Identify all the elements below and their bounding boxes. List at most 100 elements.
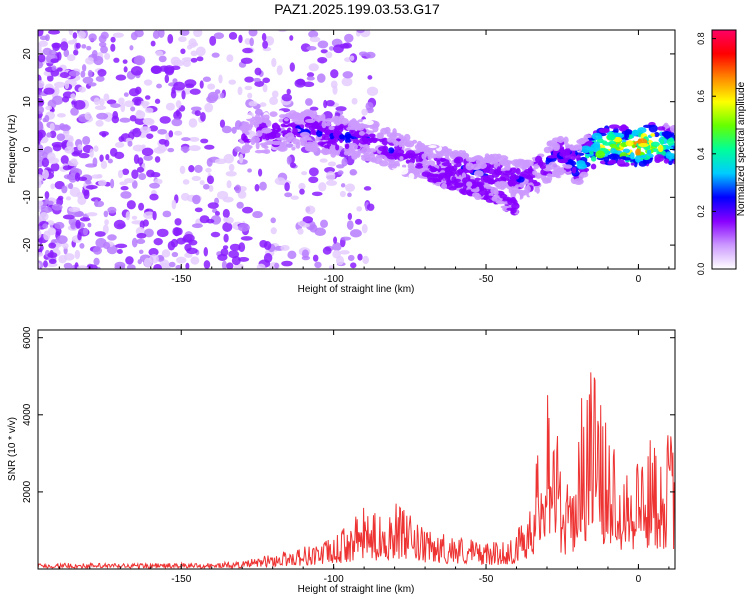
heatmap-noise-blob (289, 35, 294, 41)
heatmap-noise-blob (50, 58, 59, 64)
heatmap-ridge-blob (321, 116, 326, 122)
heatmap-noise-blob (117, 169, 124, 179)
heatmap-ridge-blob (530, 192, 537, 197)
heatmap-noise-blob (77, 231, 82, 241)
heatmap-noise-blob (157, 30, 165, 38)
heatmap-ridge-blob (574, 152, 585, 156)
heatmap-noise-blob (188, 136, 200, 142)
heatmap-ridge-blob (522, 163, 528, 170)
heatmap-noise-blob (63, 49, 70, 58)
heatmap-noise-blob (175, 100, 182, 109)
heatmap-ridge-blob (595, 150, 605, 159)
heatmap-ridge-blob (624, 131, 630, 139)
heatmap-noise-blob (172, 78, 178, 84)
heatmap-noise-blob (56, 113, 66, 118)
heatmap-noise-blob (68, 206, 81, 213)
heatmap-ridge-blob (654, 154, 665, 162)
heatmap-noise-blob (64, 80, 70, 90)
heatmap-noise-blob (56, 67, 63, 72)
heatmap-branch-blob (471, 192, 480, 198)
heatmap-noise-blob (170, 56, 181, 66)
heatmap-noise-blob (302, 216, 314, 224)
heatmap-noise-blob (146, 133, 154, 139)
heatmap-ridge-blob (573, 178, 584, 185)
heatmap-noise-blob (143, 257, 153, 268)
heatmap-ridge-blob (564, 143, 571, 149)
heatmap-noise-blob (59, 124, 71, 132)
heatmap-noise-blob (190, 50, 198, 57)
heatmap-noise-blob (41, 157, 50, 168)
heatmap-noise-blob (133, 55, 146, 66)
heatmap-ridge-blob (546, 155, 558, 159)
heatmap-noise-blob (155, 50, 164, 57)
heatmap-noise-blob (366, 86, 379, 96)
heatmap-noise-blob (229, 243, 241, 252)
heatmap-noise-blob (128, 88, 140, 97)
snr-y-axis-label: SNR (10 * v/v) (7, 417, 18, 481)
heatmap-noise-blob (221, 260, 227, 269)
heatmap-noise-blob (226, 54, 234, 63)
heatmap-ridge-blob (521, 191, 527, 196)
heatmap-ridge-blob (277, 145, 288, 152)
heatmap-noise-blob (175, 264, 183, 269)
heatmap-noise-blob (164, 74, 170, 84)
heatmap-ridge-blob (376, 132, 384, 140)
heatmap-ridge-blob (421, 153, 427, 160)
heatmap-ridge-blob (593, 141, 601, 149)
snr-x-tick-label: -100 (324, 574, 344, 585)
heatmap-noise-blob (316, 73, 326, 83)
heatmap-ridge-blob (625, 140, 634, 147)
heatmap-noise-blob (138, 172, 147, 181)
heatmap-noise-blob (240, 57, 253, 64)
heatmap-noise-blob (349, 229, 362, 238)
heatmap-noise-blob (228, 31, 238, 40)
heatmap-noise-blob (76, 192, 84, 199)
heatmap-noise-blob (132, 127, 142, 138)
heatmap-ridge-blob (552, 137, 562, 143)
colorbar-tick-label: 0.6 (696, 90, 706, 103)
heatmap-ridge-blob (629, 152, 635, 160)
heatmap-noise-blob (219, 119, 226, 128)
heatmap-ridge-blob (532, 170, 538, 176)
heatmap-ridge-blob (335, 115, 340, 122)
heatmap-ridge-blob (324, 118, 335, 123)
heatmap-noise-blob (68, 70, 81, 77)
heatmap-noise-blob (85, 179, 92, 185)
heatmap-noise-blob (349, 55, 355, 61)
heatmap-noise-blob (118, 136, 125, 142)
heatmap-ridge-blob (558, 169, 567, 174)
heatmap-noise-blob (356, 206, 363, 212)
heatmap-noise-blob (337, 170, 344, 176)
heatmap-noise-blob (254, 80, 265, 87)
heatmap-ridge-blob (591, 132, 602, 140)
heatmap-ridge-blob (239, 148, 251, 154)
heatmap-ridge-blob (404, 140, 415, 148)
heatmap-ridge-blob (669, 124, 675, 133)
heatmap-branch-blob (427, 178, 437, 183)
heatmap-branch-blob (506, 207, 515, 211)
heatmap-ridge-blob (546, 141, 554, 147)
heatmap-noise-blob (344, 33, 354, 43)
heatmap-noise-blob (81, 64, 87, 72)
heatmap-noise-blob (257, 168, 263, 177)
snr-y-tick-label: 4000 (22, 403, 33, 426)
heatmap-ridge-blob (610, 148, 617, 154)
heatmap-noise-blob (38, 262, 41, 269)
heatmap-ridge-blob (372, 138, 378, 144)
heatmap-noise-blob (222, 208, 230, 219)
heatmap-ridge-blob (630, 162, 635, 166)
heatmap-noise-blob (171, 199, 177, 210)
heatmap-noise-blob (104, 52, 111, 60)
heatmap-noise-blob (144, 228, 154, 238)
colorbar-tick-label: 0.0 (696, 263, 706, 276)
heatmap-noise-blob (68, 182, 74, 190)
heatmap-noise-blob (150, 65, 163, 74)
heatmap-noise-blob (297, 228, 304, 235)
heatmap-noise-blob (306, 72, 315, 78)
heatmap-noise-blob (167, 147, 175, 153)
heatmap-ridge-blob (608, 124, 620, 129)
heatmap-ridge-blob (248, 138, 256, 142)
heatmap-noise-blob (158, 55, 167, 63)
heatmap-noise-blob (141, 147, 154, 157)
